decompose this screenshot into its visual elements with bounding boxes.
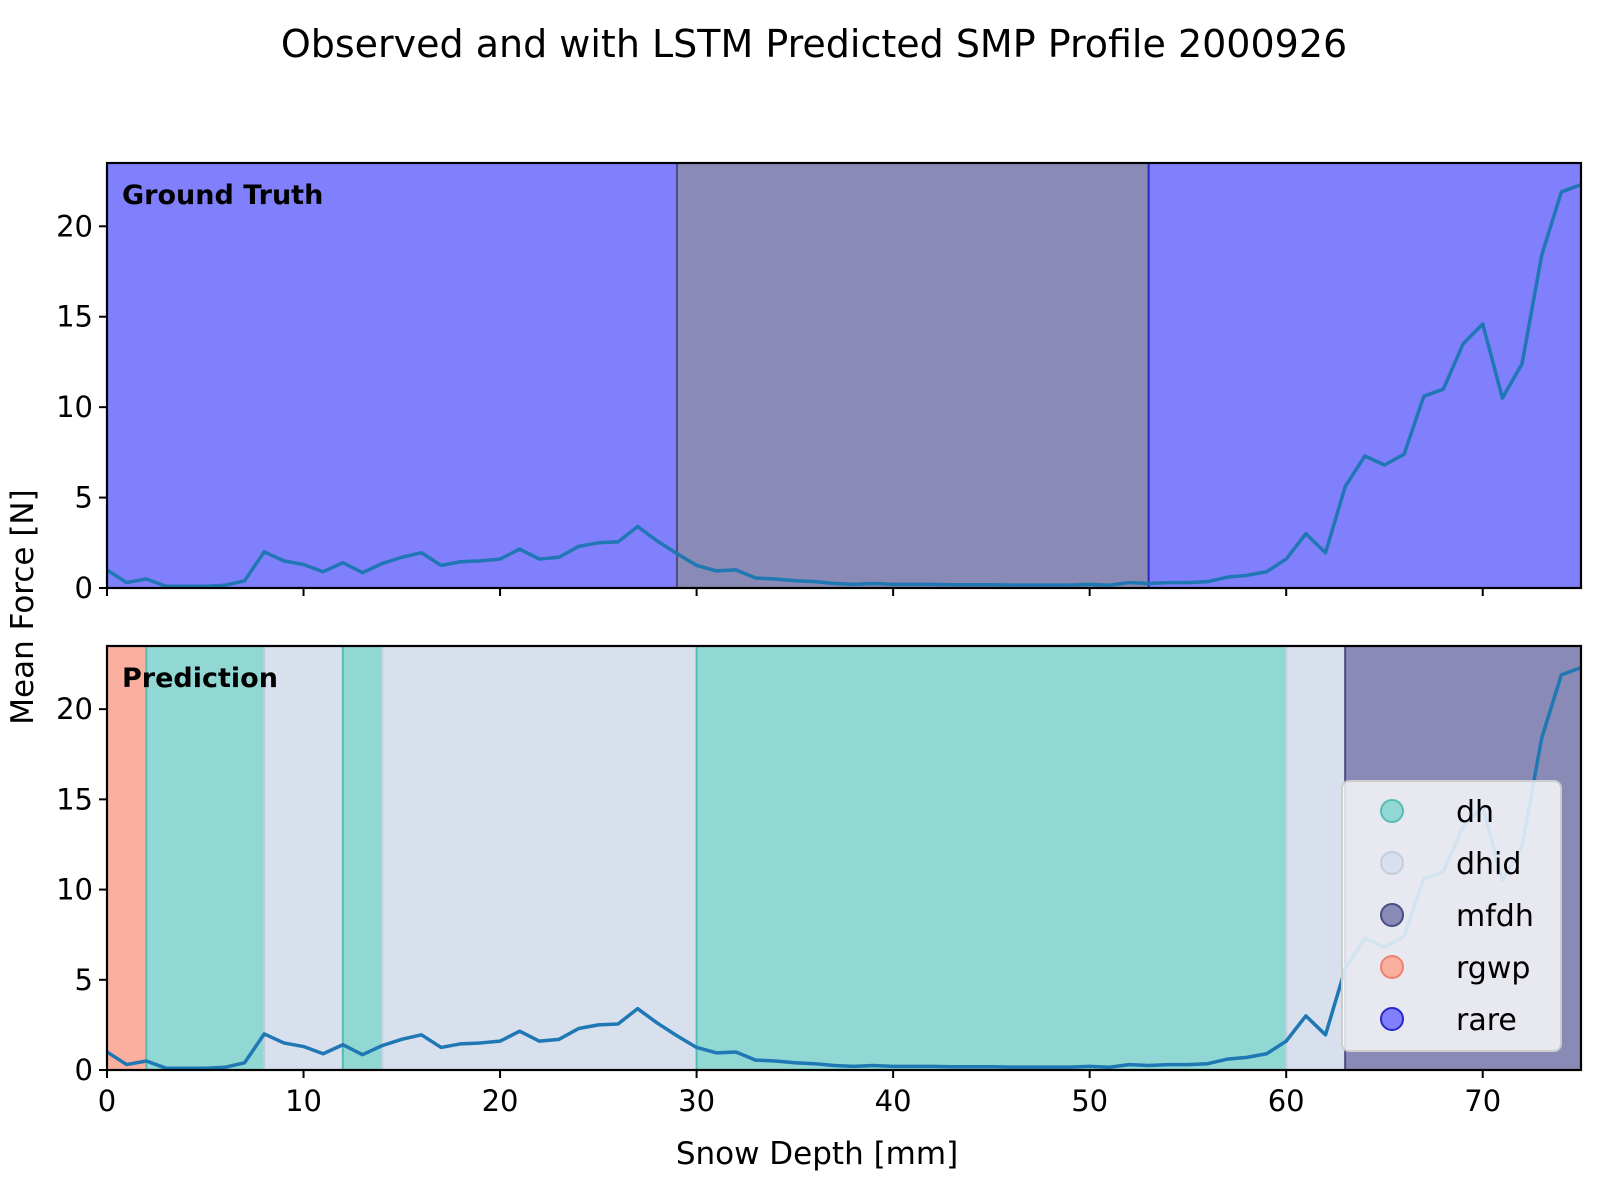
panel-frame (105, 161, 1583, 590)
legend-label-rare: rare (1456, 1003, 1517, 1038)
x-tick-label: 10 (285, 1084, 322, 1118)
x-tick-label: 70 (1464, 1084, 1501, 1118)
legend-label-mfdh: mfdh (1456, 899, 1534, 934)
segment-dh (696, 646, 1287, 1070)
panel-plot-area (107, 646, 1581, 1070)
segment-dh (146, 646, 265, 1070)
mean-force-line (107, 665, 1581, 1070)
y-tick-label: 5 (75, 963, 93, 997)
legend-marker-rare (1380, 1007, 1404, 1031)
y-tick-label: 0 (75, 571, 93, 605)
y-tick-label: 15 (56, 782, 93, 816)
legend-marker-dhid (1380, 851, 1404, 875)
segment-dhid (382, 646, 697, 1070)
y-tick-label: 5 (75, 481, 93, 515)
x-tick-label: 50 (1071, 1084, 1108, 1118)
segment-dhid (1286, 646, 1346, 1070)
segment-rare (1148, 163, 1581, 588)
prediction-panel: 0 5 10 15 20 0 10 20 30 40 50 60 70 Prediction (56, 644, 1583, 1118)
panel-plot-area (107, 163, 1581, 588)
legend-marker-mfdh (1380, 903, 1404, 927)
segment-dhid (264, 646, 343, 1070)
chart-title: Observed and with LSTM Predicted SMP Pro… (281, 22, 1347, 66)
x-tick-label: 20 (482, 1084, 519, 1118)
panel-label: Ground Truth (122, 180, 323, 211)
legend: dh dhid mfdh rgwp rare (1341, 780, 1562, 1052)
panel-label: Prediction (122, 663, 278, 694)
ground-truth-panel: 0 5 10 15 20 Ground Truth (56, 161, 1583, 605)
y-tick-label: 0 (75, 1053, 93, 1087)
y-axis-label: Mean Force [N] (5, 489, 41, 724)
y-tick-label: 15 (56, 300, 93, 334)
x-axis-label: Snow Depth [mm] (676, 1136, 958, 1172)
y-tick-label: 20 (56, 209, 93, 243)
legend-label-rgwp: rgwp (1456, 951, 1530, 986)
panel-frame (105, 644, 1583, 1072)
legend-marker-rgwp (1380, 955, 1404, 979)
x-tick-label: 0 (98, 1084, 116, 1118)
mean-force-line (107, 182, 1581, 588)
segment-rgwp (107, 646, 147, 1070)
x-tick-label: 60 (1268, 1084, 1305, 1118)
segment-rare (107, 163, 677, 588)
y-tick-label: 20 (56, 692, 93, 726)
legend-box (1341, 780, 1562, 1052)
legend-label-dhid: dhid (1456, 847, 1521, 882)
legend-marker-dh (1380, 799, 1404, 823)
legend-label-dh: dh (1456, 795, 1494, 830)
y-tick-label: 10 (56, 873, 93, 907)
x-tick-label: 30 (678, 1084, 715, 1118)
x-tick-label: 40 (875, 1084, 912, 1118)
segment-mfdh (676, 163, 1149, 588)
y-tick-label: 10 (56, 390, 93, 424)
segment-dh (342, 646, 383, 1070)
